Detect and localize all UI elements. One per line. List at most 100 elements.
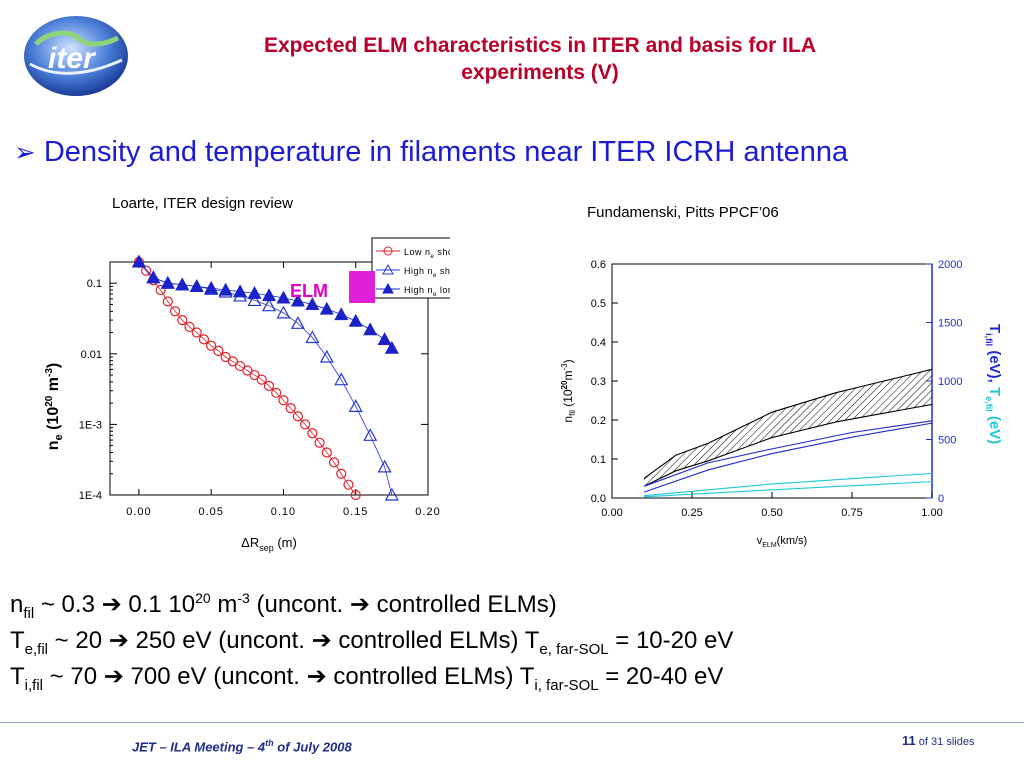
y-tick-label: 0.6 <box>591 259 606 271</box>
x-tick-label: 0.75 <box>841 507 862 519</box>
series-line <box>643 403 933 487</box>
data-point-filled-triangle <box>348 313 363 327</box>
data-point-filled-triangle <box>319 301 334 315</box>
data-point-circle <box>307 428 318 439</box>
y-tick-label: 0.1 <box>591 454 606 466</box>
y2-axis-label: Ti,fil (eV), Te,fil (eV) <box>984 324 1003 444</box>
data-point-open-triangle <box>319 349 334 363</box>
data-point-circle <box>198 334 210 345</box>
data-point-circle <box>336 468 347 479</box>
y-tick-label: 0.01 <box>81 349 102 361</box>
density-summary-line: nfil ~ 0.3 ➔ 0.1 1020 m-3 (uncont. ➔ con… <box>10 590 557 622</box>
y-axis-label: ne (1020 m-3) <box>44 363 65 451</box>
y2-tick-label: 1000 <box>938 376 962 388</box>
title-line-1: Expected ELM characteristics in ITER and… <box>264 34 816 57</box>
data-point-open-triangle <box>276 305 291 319</box>
y-tick-label: 1E-3 <box>79 419 102 431</box>
data-point-circle <box>234 360 246 372</box>
y-tick-label: 0.3 <box>591 376 606 388</box>
x-axis-label: ΔRsep (m) <box>241 535 297 553</box>
data-point-circle <box>155 284 166 296</box>
data-point-circle <box>141 265 152 276</box>
data-point-circle <box>278 395 289 406</box>
data-point-filled-triangle <box>189 279 204 293</box>
data-point-circle <box>177 315 188 326</box>
data-point-filled-triangle <box>377 332 392 345</box>
density-profile-chart: 0.00 0.05 0.10 0.15 0.20 0.1 0.01 1E-3 1E-4 ΔRsep… <box>44 237 450 553</box>
slide-title: Expected ELM characteristics in ITER and… <box>190 32 890 86</box>
arrow-right-icon: ➔ <box>108 627 129 654</box>
arrow-right-icon: ➔ <box>103 663 124 690</box>
y2-tick-label: 2000 <box>938 259 962 271</box>
x-tick-label: 0.15 <box>343 506 368 518</box>
footer-divider <box>0 722 1024 723</box>
y2-tick-label: 0 <box>938 493 944 505</box>
right-chart-caption: Fundamenski, Pitts PPCF’06 <box>587 204 779 221</box>
bullet-arrow-icon: ➢ <box>14 137 36 167</box>
data-point-circle <box>321 447 332 458</box>
x-tick-label: 0.00 <box>601 507 622 519</box>
x-tick-label: 0.00 <box>126 506 151 518</box>
data-point-circle <box>256 374 267 385</box>
data-point-open-triangle <box>363 428 378 441</box>
data-point-circle <box>169 306 181 317</box>
x-tick-label: 0.20 <box>415 506 440 518</box>
data-point-filled-triangle <box>233 284 248 298</box>
logo-text: iter <box>48 42 97 75</box>
y2-tick-label: 1500 <box>938 318 962 330</box>
data-point-circle <box>191 327 202 338</box>
data-point-circle <box>227 356 238 367</box>
footer-meeting: JET – ILA Meeting – 4th of July 2008 <box>132 738 352 755</box>
series-line <box>643 368 933 479</box>
x-tick-label: 0.10 <box>271 506 296 518</box>
x-tick-label: 0.25 <box>681 507 702 519</box>
data-point-open-triangle <box>348 399 363 412</box>
data-point-circle <box>249 369 260 381</box>
data-point-circle <box>242 365 253 376</box>
arrow-right-icon: ➔ <box>311 627 332 654</box>
y-tick-label: 1E-4 <box>79 490 102 502</box>
data-point-circle <box>328 457 340 468</box>
data-point-filled-triangle <box>305 297 320 311</box>
data-point-circle <box>184 321 195 333</box>
data-point-circle <box>220 351 231 363</box>
arrow-right-icon: ➔ <box>306 663 327 690</box>
plot-frame <box>109 261 429 496</box>
y-tick-label: 0.1 <box>87 278 102 290</box>
data-point-filled-triangle <box>290 293 305 307</box>
data-point-open-triangle <box>377 459 392 473</box>
series-line <box>643 472 933 497</box>
data-point-open-triangle <box>290 316 305 329</box>
data-point-circle <box>292 411 304 422</box>
series-line <box>643 420 933 487</box>
title-line-2: experiments (V) <box>461 61 619 84</box>
x-tick-label: 0.05 <box>198 506 223 518</box>
series-line <box>643 422 933 493</box>
electron-temp-summary-line: Te,fil ~ 20 ➔ 250 eV (uncont. ➔ controll… <box>10 627 734 658</box>
data-point-filled-triangle <box>363 322 378 336</box>
arrow-right-icon: ➔ <box>101 591 122 618</box>
data-point-filled-triangle <box>160 275 175 289</box>
data-point-circle <box>314 437 325 448</box>
legend-marker <box>383 246 393 256</box>
data-point-filled-triangle <box>247 286 262 299</box>
series-line <box>138 261 357 496</box>
legend-entry: Low ne short Far SOL <box>404 247 450 260</box>
bullet-text: Density and temperature in filaments nea… <box>43 136 849 168</box>
data-point-filled-triangle <box>276 290 291 304</box>
data-point-circle <box>300 419 311 430</box>
arrow-right-icon: ➔ <box>349 591 370 618</box>
data-point-circle <box>271 387 282 398</box>
ion-temp-summary-line: Ti,fil ~ 70 ➔ 700 eV (uncont. ➔ controll… <box>10 663 724 694</box>
data-point-open-triangle <box>334 372 349 386</box>
elm-marker-box <box>349 271 375 303</box>
iter-logo: iter <box>24 16 128 96</box>
data-point-circle <box>162 296 173 307</box>
data-point-filled-triangle <box>334 307 349 321</box>
x-tick-label: 0.50 <box>761 507 782 519</box>
data-point-circle <box>206 340 217 351</box>
data-point-circle <box>350 489 361 501</box>
data-point-open-triangle <box>247 293 262 307</box>
y-axis-label: nfil (1020m-3) <box>560 359 577 422</box>
y-tick-label: 0.4 <box>591 337 606 349</box>
